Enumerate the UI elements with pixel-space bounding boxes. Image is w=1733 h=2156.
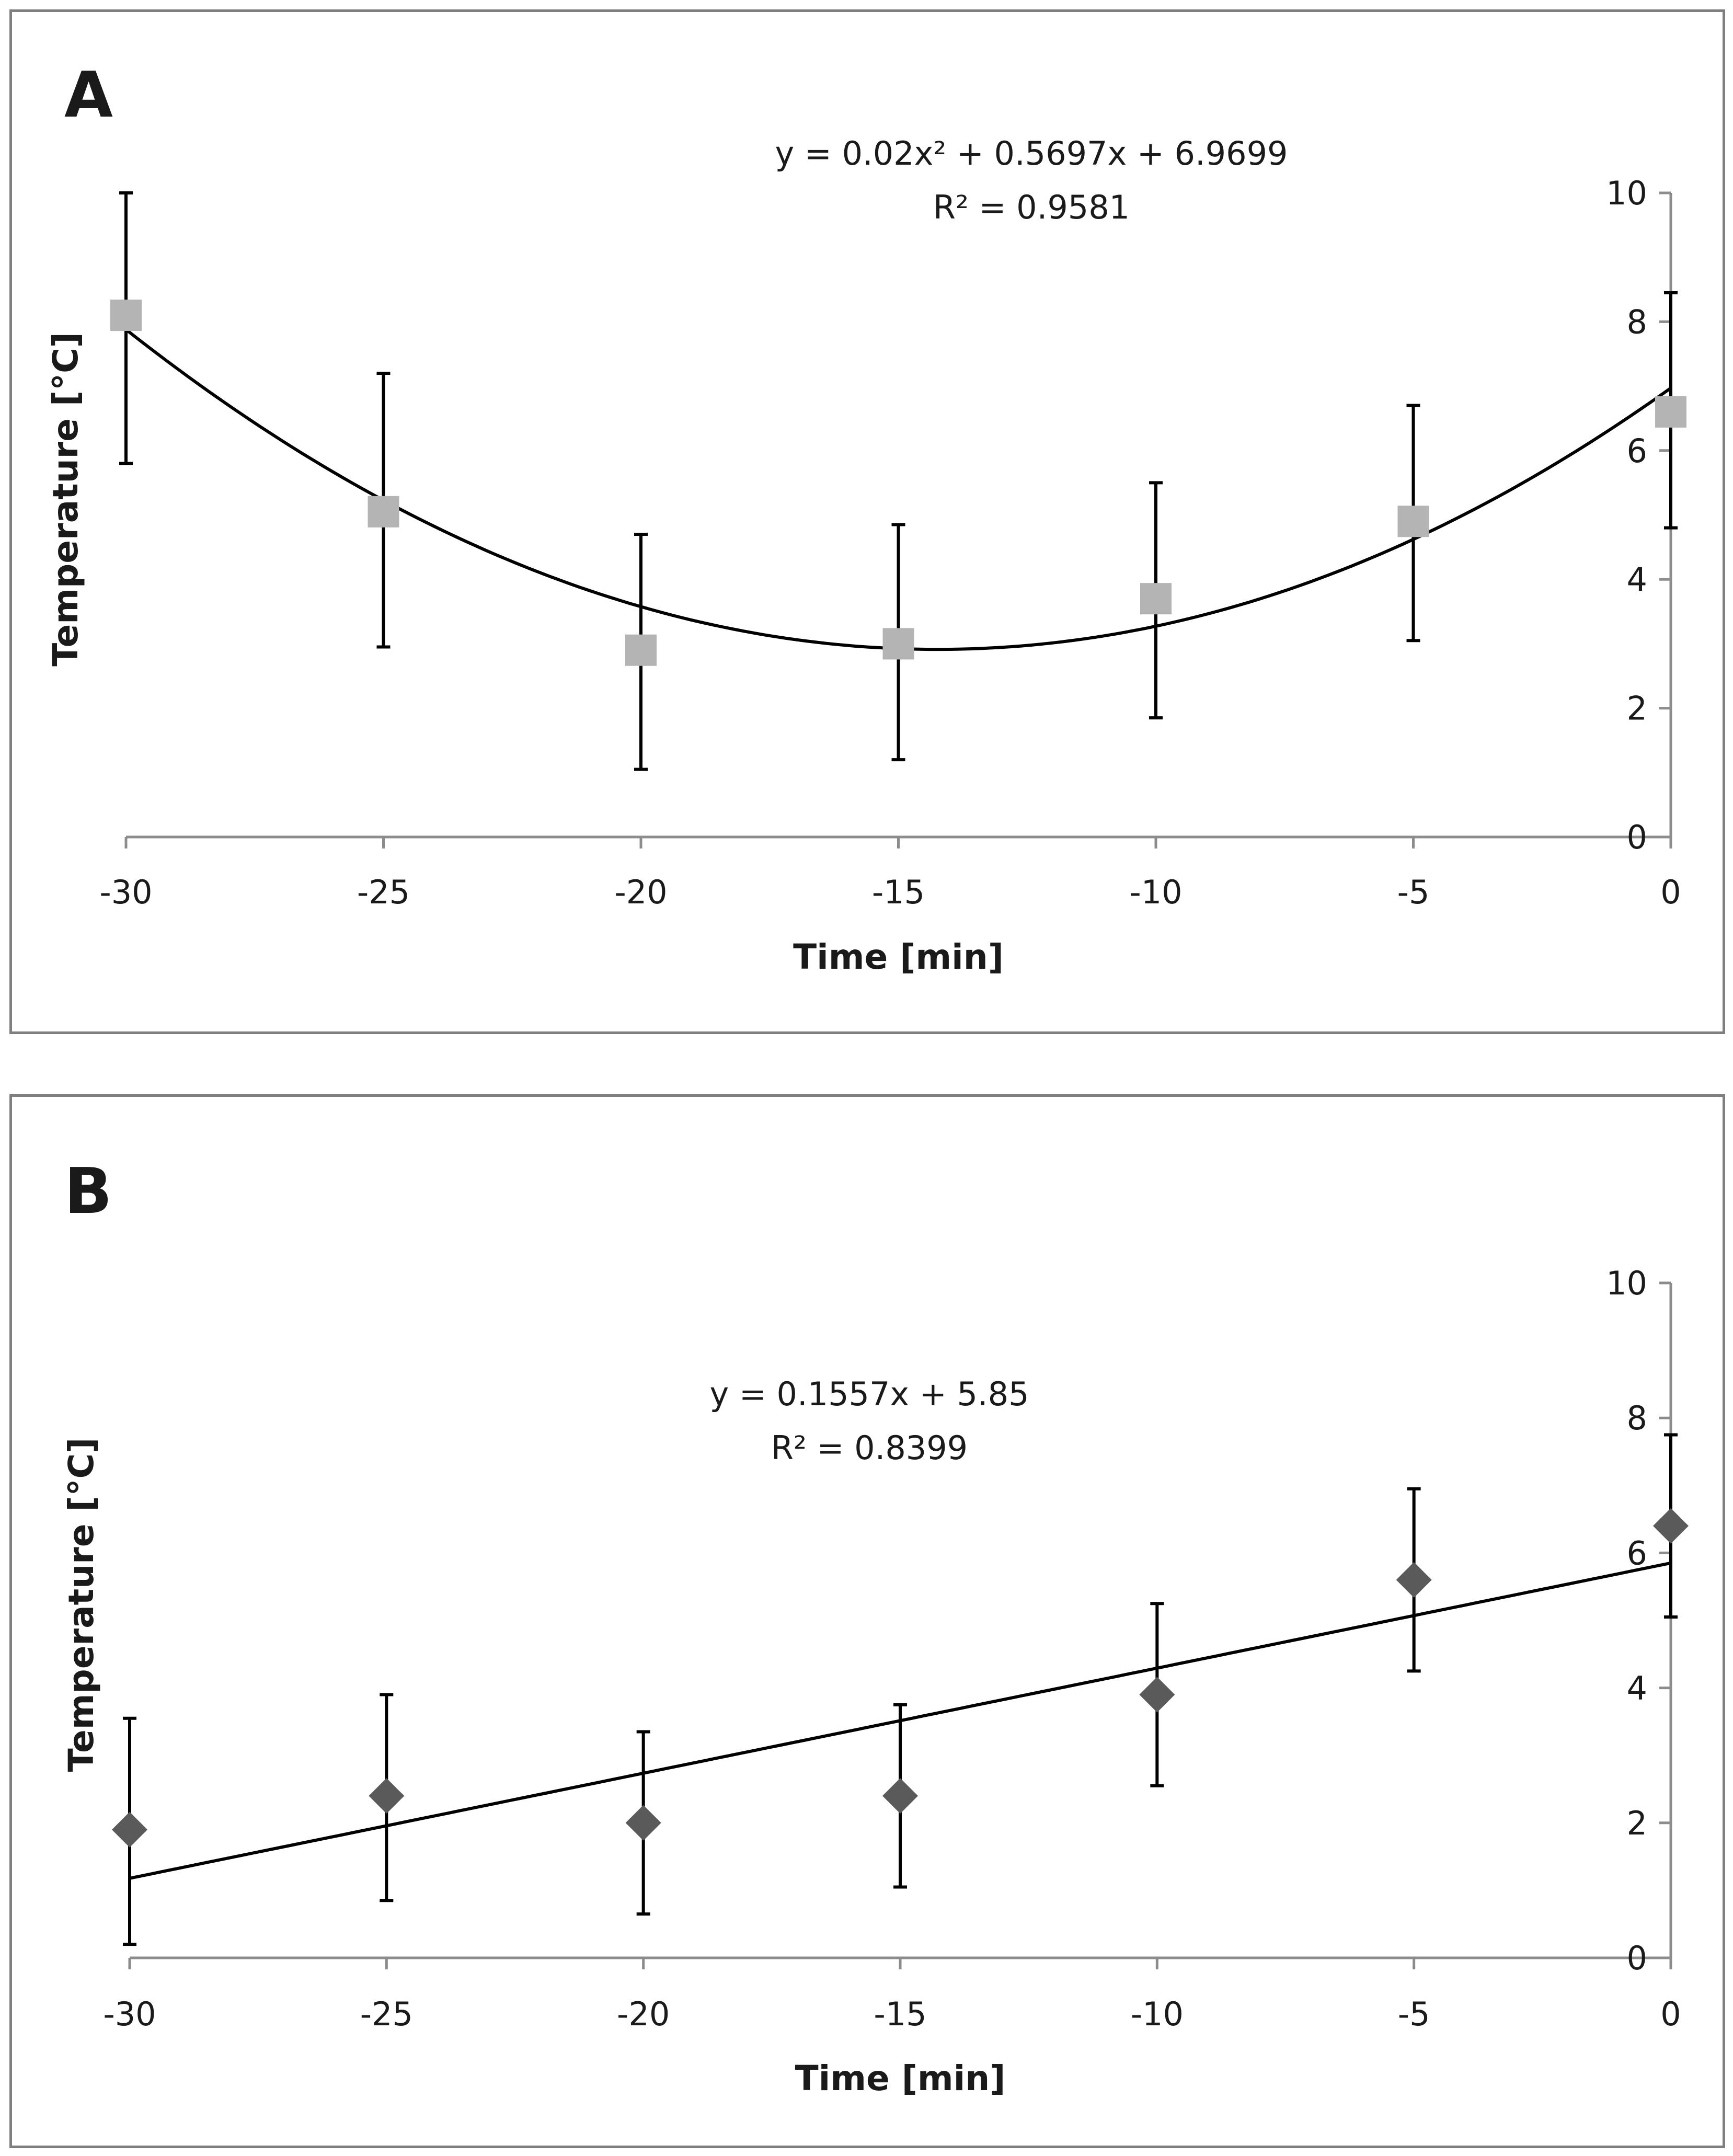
chart-a-equation: y = 0.02x² + 0.5697x + 6.9699 (775, 134, 1288, 173)
chart-panel-a: A -30 -25 -20 -15 -10 -5 0 0 2 4 6 8 10 Time [min] Temp… (9, 9, 1725, 1034)
chart-b-y-tick-label: 10 (1606, 1264, 1647, 1302)
chart-a-data-point (1655, 396, 1686, 428)
chart-a-data-point (625, 634, 657, 666)
chart-a-x-tick-label: -25 (357, 873, 410, 911)
chart-a-x-tick-label: -10 (1129, 873, 1182, 911)
chart-b-y-tick-label: 8 (1627, 1399, 1647, 1437)
chart-a-y-tick-label: 2 (1627, 690, 1647, 728)
chart-a-y-tick-label: 4 (1627, 560, 1647, 599)
chart-b-y-axis-title: Temperature [°C] (61, 1438, 101, 1772)
chart-a-data-point (882, 628, 914, 660)
chart-a-y-tick-label: 0 (1627, 818, 1647, 856)
chart-b-data-point (1139, 1677, 1175, 1713)
chart-b-equation: y = 0.1557x + 5.85 (709, 1375, 1029, 1413)
chart-b-data-point (625, 1805, 661, 1841)
chart-a-data-point (368, 496, 399, 527)
chart-b-y-tick-label: 4 (1627, 1669, 1647, 1707)
chart-a-y-tick-label: 6 (1627, 432, 1647, 470)
chart-a-x-tick-label: -5 (1397, 873, 1430, 911)
chart-a-data-point (1140, 583, 1172, 615)
chart-a-x-tick-label: -20 (614, 873, 667, 911)
chart-b-data-point (882, 1778, 918, 1814)
chart-a-y-tick-label: 8 (1627, 303, 1647, 341)
chart-b-data-point (369, 1778, 405, 1814)
chart-b-x-tick-label: -20 (617, 1995, 670, 2033)
chart-b-y-tick-label: 2 (1627, 1804, 1647, 1842)
chart-b-x-tick-label: -25 (360, 1995, 413, 2033)
chart-b-y-tick-label: 6 (1627, 1534, 1647, 1572)
chart-b-data-point (112, 1811, 147, 1848)
chart-b-y-tick-label: 0 (1627, 1939, 1647, 1977)
chart-b-svg: B -30 -25 -20 -15 -10 -5 00 2 4 6 8 10 Time [min] Temp… (61, 1155, 1689, 2098)
chart-a-y-axis-title: Temperature [°C] (45, 332, 86, 666)
chart-b-x-tick-label: -30 (103, 1995, 156, 2033)
chart-a-x-axis-title: Time [min] (793, 937, 1004, 977)
chart-a-data-point (1397, 506, 1429, 537)
chart-b-x-tick-label: 0 (1660, 1995, 1681, 2033)
chart-b-r-squared: R² = 0.8399 (771, 1429, 968, 1467)
chart-b-data-point (1653, 1508, 1689, 1544)
chart-b-x-tick-label: -15 (874, 1995, 926, 2033)
chart-a-y-tick-label: 10 (1606, 174, 1647, 212)
chart-panel-b: B -30 -25 -20 -15 -10 -5 0 0 2 4 6 8 10 Time [min] Temp… (9, 1094, 1725, 2148)
chart-a-r-squared: R² = 0.9581 (933, 188, 1130, 226)
chart-b-data-point (1396, 1562, 1432, 1598)
chart-a-panel-letter: A (64, 59, 113, 132)
chart-b-x-tick-label: -10 (1131, 1995, 1184, 2033)
chart-a-x-tick-label: -30 (99, 873, 152, 911)
chart-b-panel-letter: B (64, 1155, 112, 1228)
chart-b-x-axis-title: Time [min] (795, 2058, 1006, 2098)
chart-a-x-tick-label: -15 (872, 873, 925, 911)
chart-a-x-tick-label: 0 (1660, 873, 1681, 911)
chart-a-data-point (110, 300, 142, 331)
chart-b-x-tick-label: -5 (1398, 1995, 1430, 2033)
chart-a-svg: A -30 -25 -20 -15 -10 -5 00 2 4 6 8 10 Time [min] Temp… (45, 59, 1686, 977)
